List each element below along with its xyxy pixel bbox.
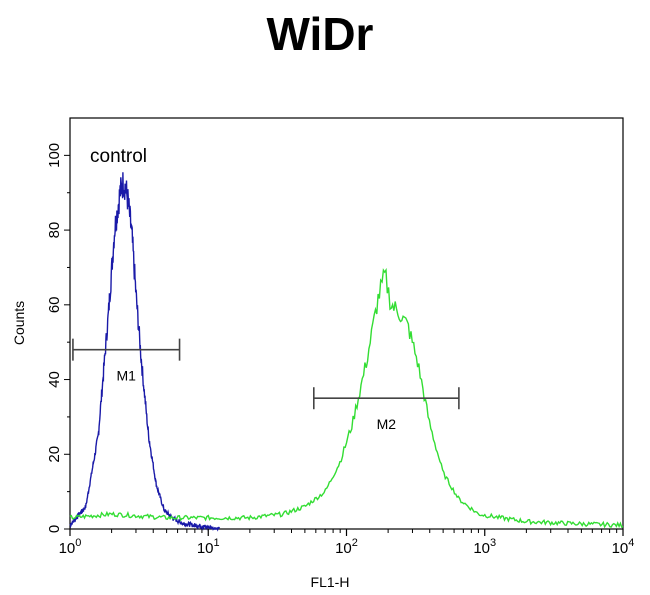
x-tick-exponent: 3 [490, 537, 496, 549]
y-tick-label: 40 [46, 371, 63, 388]
x-tick-base: 10 [197, 540, 214, 557]
y-tick-label: 60 [46, 296, 63, 313]
x-tick-base: 10 [473, 540, 490, 557]
x-tick-exponent: 2 [352, 537, 358, 549]
marker-layer: M1 M2 [72, 338, 460, 432]
x-tick-base: 10 [59, 540, 76, 557]
y-axis-label: Counts [11, 301, 27, 345]
series-line-sample [69, 267, 624, 529]
series-layer [69, 172, 624, 532]
x-tick-base: 10 [612, 540, 629, 557]
x-tick-exponent: 1 [214, 537, 220, 549]
x-tick-base: 10 [335, 540, 352, 557]
y-tick-label: 20 [46, 446, 63, 463]
x-tick-label: 104 [612, 537, 635, 557]
x-tick-label: 103 [473, 537, 496, 557]
x-tick-exponent: 4 [628, 537, 634, 549]
marker-label-m2: M2 [377, 416, 397, 432]
x-axis: 100 101 102 103 104 [59, 529, 635, 557]
control-series-label: control [90, 146, 147, 167]
x-tick-label: 101 [197, 537, 220, 557]
chart-title: WiDr [267, 8, 374, 60]
x-tick-label: 100 [59, 537, 82, 557]
series-line-control [69, 172, 220, 532]
marker-label-m1: M1 [117, 368, 137, 384]
y-tick-label: 0 [46, 525, 63, 533]
y-axis: 0 20 40 60 80 100 [46, 143, 70, 533]
x-tick-exponent: 0 [75, 537, 81, 549]
y-tick-label: 100 [46, 143, 63, 168]
x-axis-label: FL1-H [311, 574, 350, 590]
y-tick-label: 80 [46, 222, 63, 239]
x-tick-label: 102 [335, 537, 358, 557]
